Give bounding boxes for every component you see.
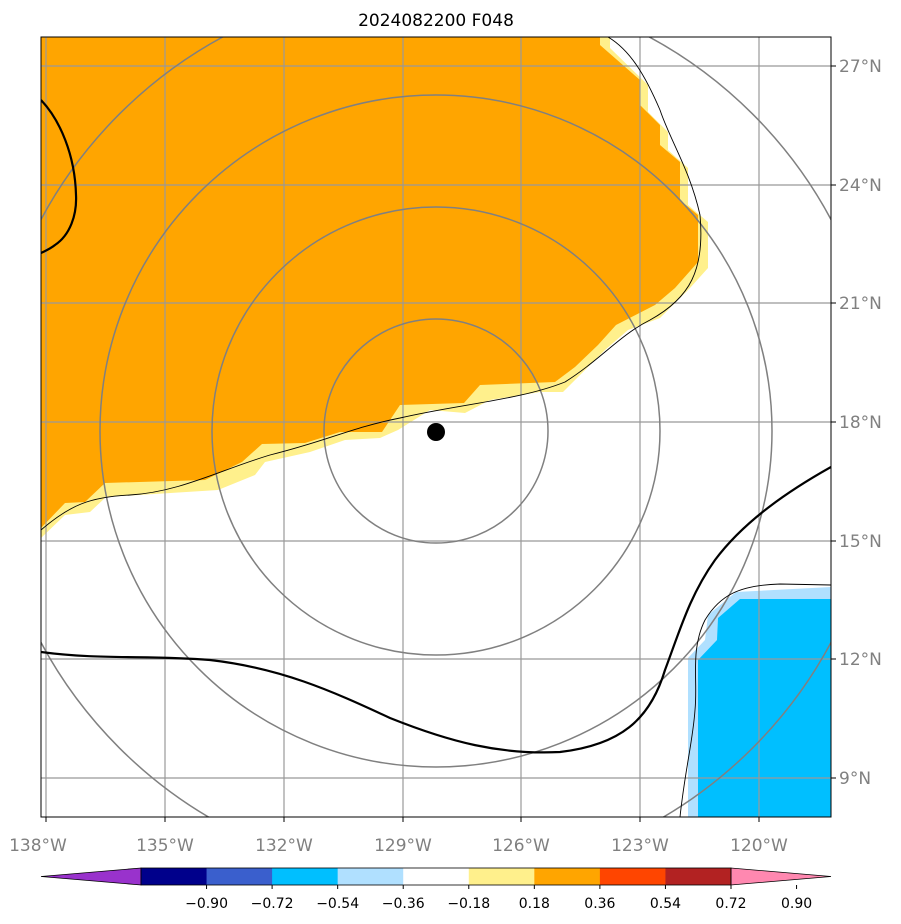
range-rings (41, 37, 831, 817)
lon-tick-label: 135°W (136, 836, 194, 856)
map-title: 2024082200 F048 (358, 11, 514, 31)
lon-tick-label: 120°W (730, 836, 788, 856)
colorbar-segment (534, 868, 601, 885)
lat-tick-label: 27°N (839, 57, 882, 77)
thin-contour-right (679, 583, 831, 817)
range-ring-1 (323, 318, 549, 544)
colorbar: −0.90 −0.72 −0.54 −0.36 −0.18 0.18 0.36 0.54 0.7… (40, 867, 832, 912)
colorbar-tick-label: −0.36 (382, 896, 425, 912)
colorbar-tick-label: 0.72 (715, 896, 746, 912)
grid-lines (41, 37, 831, 817)
colorbar-segment (206, 868, 273, 885)
range-ring-3 (99, 94, 773, 768)
colorbar-segment (468, 868, 535, 885)
lat-tick-label: 15°N (839, 532, 882, 552)
colorbar-tick-label: −0.18 (447, 896, 490, 912)
colorbar-tick-label: 0.90 (781, 896, 812, 912)
colorbar-segment (403, 868, 470, 885)
range-ring-2 (211, 206, 661, 656)
lon-tick-label: 132°W (255, 836, 313, 856)
colorbar-segment (272, 868, 339, 885)
colorbar-segment (141, 868, 208, 885)
lon-tick-marks (45, 817, 760, 822)
colorbar-tick-label: 0.54 (650, 896, 681, 912)
colorbar-segment (599, 868, 666, 885)
map-area (41, 37, 831, 817)
lat-tick-labels: 27°N 24°N 21°N 18°N 15°N 12°N 9°N (839, 57, 882, 789)
lat-tick-label: 12°N (839, 650, 882, 670)
lon-tick-label: 123°W (611, 836, 669, 856)
positive-region (41, 37, 698, 528)
lon-tick-label: 126°W (492, 836, 550, 856)
colorbar-tick-label: −0.90 (185, 896, 228, 912)
colorbar-segment (337, 868, 404, 885)
lon-tick-labels: 138°W 135°W 132°W 129°W 126°W 123°W 120°… (9, 836, 788, 856)
colorbar-tick-label: −0.72 (251, 896, 294, 912)
lat-tick-label: 9°N (839, 769, 871, 789)
thin-contour (41, 37, 702, 531)
storm-center-marker (427, 423, 445, 441)
colorbar-extend-low (40, 867, 142, 886)
colorbar-segment (665, 868, 732, 885)
colorbar-extend-high (730, 867, 832, 886)
lon-tick-label: 129°W (374, 836, 432, 856)
lat-tick-label: 18°N (839, 413, 882, 433)
negative-region (698, 599, 831, 817)
zero-contours (41, 99, 831, 754)
colorbar-tick-label: 0.18 (519, 896, 550, 912)
lat-tick-label: 21°N (839, 294, 882, 314)
map-frame (40, 36, 832, 818)
colorbar-frame (140, 867, 732, 886)
lon-tick-label: 138°W (9, 836, 67, 856)
colorbar-tick-label: −0.54 (316, 896, 359, 912)
colorbar-tick-label: 0.36 (584, 896, 615, 912)
lat-tick-marks (831, 65, 836, 779)
lat-tick-label: 24°N (839, 176, 882, 196)
